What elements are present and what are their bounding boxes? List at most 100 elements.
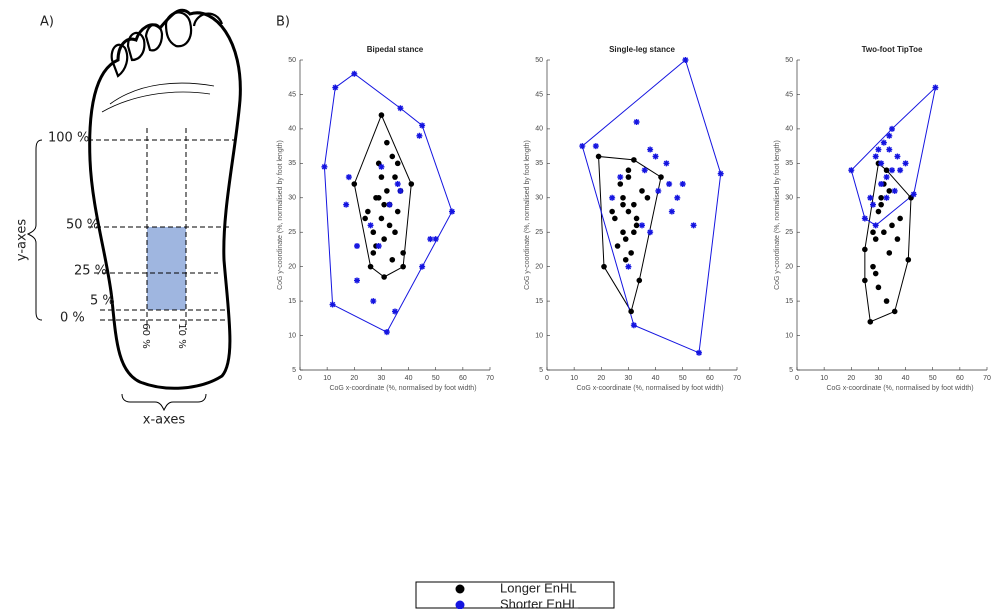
- point: [370, 250, 377, 256]
- point: [891, 308, 898, 315]
- x-tick-label: 20: [847, 375, 855, 382]
- x-tick-label: 40: [652, 375, 660, 382]
- point: [655, 187, 662, 194]
- point: [622, 256, 629, 263]
- point: [867, 194, 874, 201]
- point: [679, 181, 686, 187]
- y-axis-label: CoG y-coordinate (%, normalised by foot …: [277, 140, 284, 290]
- point: [878, 160, 885, 167]
- point: [370, 298, 377, 305]
- y-tick-label: 50: [535, 57, 543, 64]
- y-tick-label: 45: [785, 91, 793, 98]
- point: [620, 194, 626, 201]
- point: [378, 174, 385, 180]
- y-tick-label: 45: [535, 91, 543, 98]
- point: [932, 84, 939, 91]
- point: [894, 236, 901, 242]
- y-tick-label: 5: [292, 367, 296, 374]
- point: [639, 188, 645, 194]
- point: [612, 215, 618, 222]
- y-axis-label: CoG y-coordinate (%, normalised by foot …: [774, 140, 781, 290]
- x-tick-label: 70: [486, 375, 494, 382]
- point: [644, 194, 651, 201]
- point: [416, 132, 423, 139]
- point: [897, 167, 904, 174]
- point: [601, 263, 607, 270]
- point: [383, 329, 390, 336]
- y-tick-label: 35: [535, 160, 543, 167]
- point: [881, 229, 887, 236]
- legend-marker: [455, 600, 465, 610]
- point: [386, 222, 393, 229]
- point: [625, 208, 632, 215]
- chart-title: Single-leg stance: [609, 45, 675, 54]
- point: [880, 139, 887, 146]
- point: [449, 208, 455, 215]
- panel-label: B): [276, 15, 290, 30]
- point: [365, 208, 371, 215]
- chart-title: Bipedal stance: [367, 45, 424, 54]
- foot-outline: [88, 8, 242, 390]
- point: [419, 122, 426, 129]
- point: [668, 208, 675, 215]
- point: [870, 229, 876, 236]
- y-tick-label: 30: [785, 195, 793, 202]
- legend-label: Shorter EnHL: [500, 596, 579, 609]
- point: [696, 349, 702, 356]
- x-tick-label: 10: [820, 375, 828, 382]
- point: [875, 208, 882, 215]
- point: [862, 277, 868, 284]
- chart-title: Two-foot TipToe: [862, 45, 923, 54]
- y-tick-label: 20: [288, 264, 296, 271]
- y-tick-label: 15: [288, 298, 296, 305]
- point: [628, 308, 634, 315]
- point: [394, 160, 401, 167]
- y-tick-label: 50: [785, 57, 793, 64]
- point: [367, 222, 374, 229]
- point: [375, 243, 382, 249]
- point: [630, 322, 637, 329]
- point: [384, 139, 390, 146]
- point: [631, 157, 637, 163]
- point: [394, 181, 401, 187]
- point: [894, 153, 901, 160]
- level-label: 25 %: [74, 264, 107, 279]
- y-tick-label: 45: [288, 91, 296, 98]
- point: [682, 57, 689, 63]
- point: [381, 274, 387, 280]
- foot-diagram: A) y-axes x-axes: [15, 8, 242, 428]
- x-tick-label: 70: [733, 375, 741, 382]
- point: [883, 298, 890, 304]
- point: [392, 229, 398, 236]
- y-tick-label: 15: [535, 298, 543, 305]
- point: [641, 167, 648, 174]
- point: [397, 105, 404, 112]
- x-tick-label: 50: [679, 375, 687, 382]
- point: [579, 143, 586, 150]
- x-tick-label: 70: [983, 375, 991, 382]
- point: [378, 163, 385, 170]
- point: [620, 201, 626, 208]
- x-tick-label: 40: [405, 375, 413, 382]
- point: [862, 246, 868, 253]
- y-tick-label: 40: [785, 126, 793, 133]
- point: [354, 243, 360, 249]
- shaded-area: [147, 227, 186, 310]
- point: [633, 215, 640, 222]
- point: [625, 174, 632, 180]
- point: [384, 188, 390, 194]
- y-axis-label: CoG y-coordinate (%, normalised by foot …: [524, 140, 531, 290]
- point: [367, 263, 374, 270]
- point: [663, 160, 670, 167]
- convex-hull: [864, 162, 912, 323]
- level-label: 60 %: [140, 323, 151, 348]
- point: [378, 215, 385, 222]
- chart: Single-leg stance 0 10 20 30 40 50 60 70 5 10 15 20 2…: [524, 45, 741, 392]
- x-tick-label: 40: [902, 375, 910, 382]
- x-tick-label: 0: [298, 375, 302, 382]
- point: [625, 263, 632, 270]
- legend-label: Longer EnHL: [500, 580, 577, 595]
- x-axis-label: CoG x-coordinate (%, normalised by foot …: [329, 385, 476, 392]
- point: [622, 236, 629, 242]
- y-tick-label: 25: [785, 229, 793, 236]
